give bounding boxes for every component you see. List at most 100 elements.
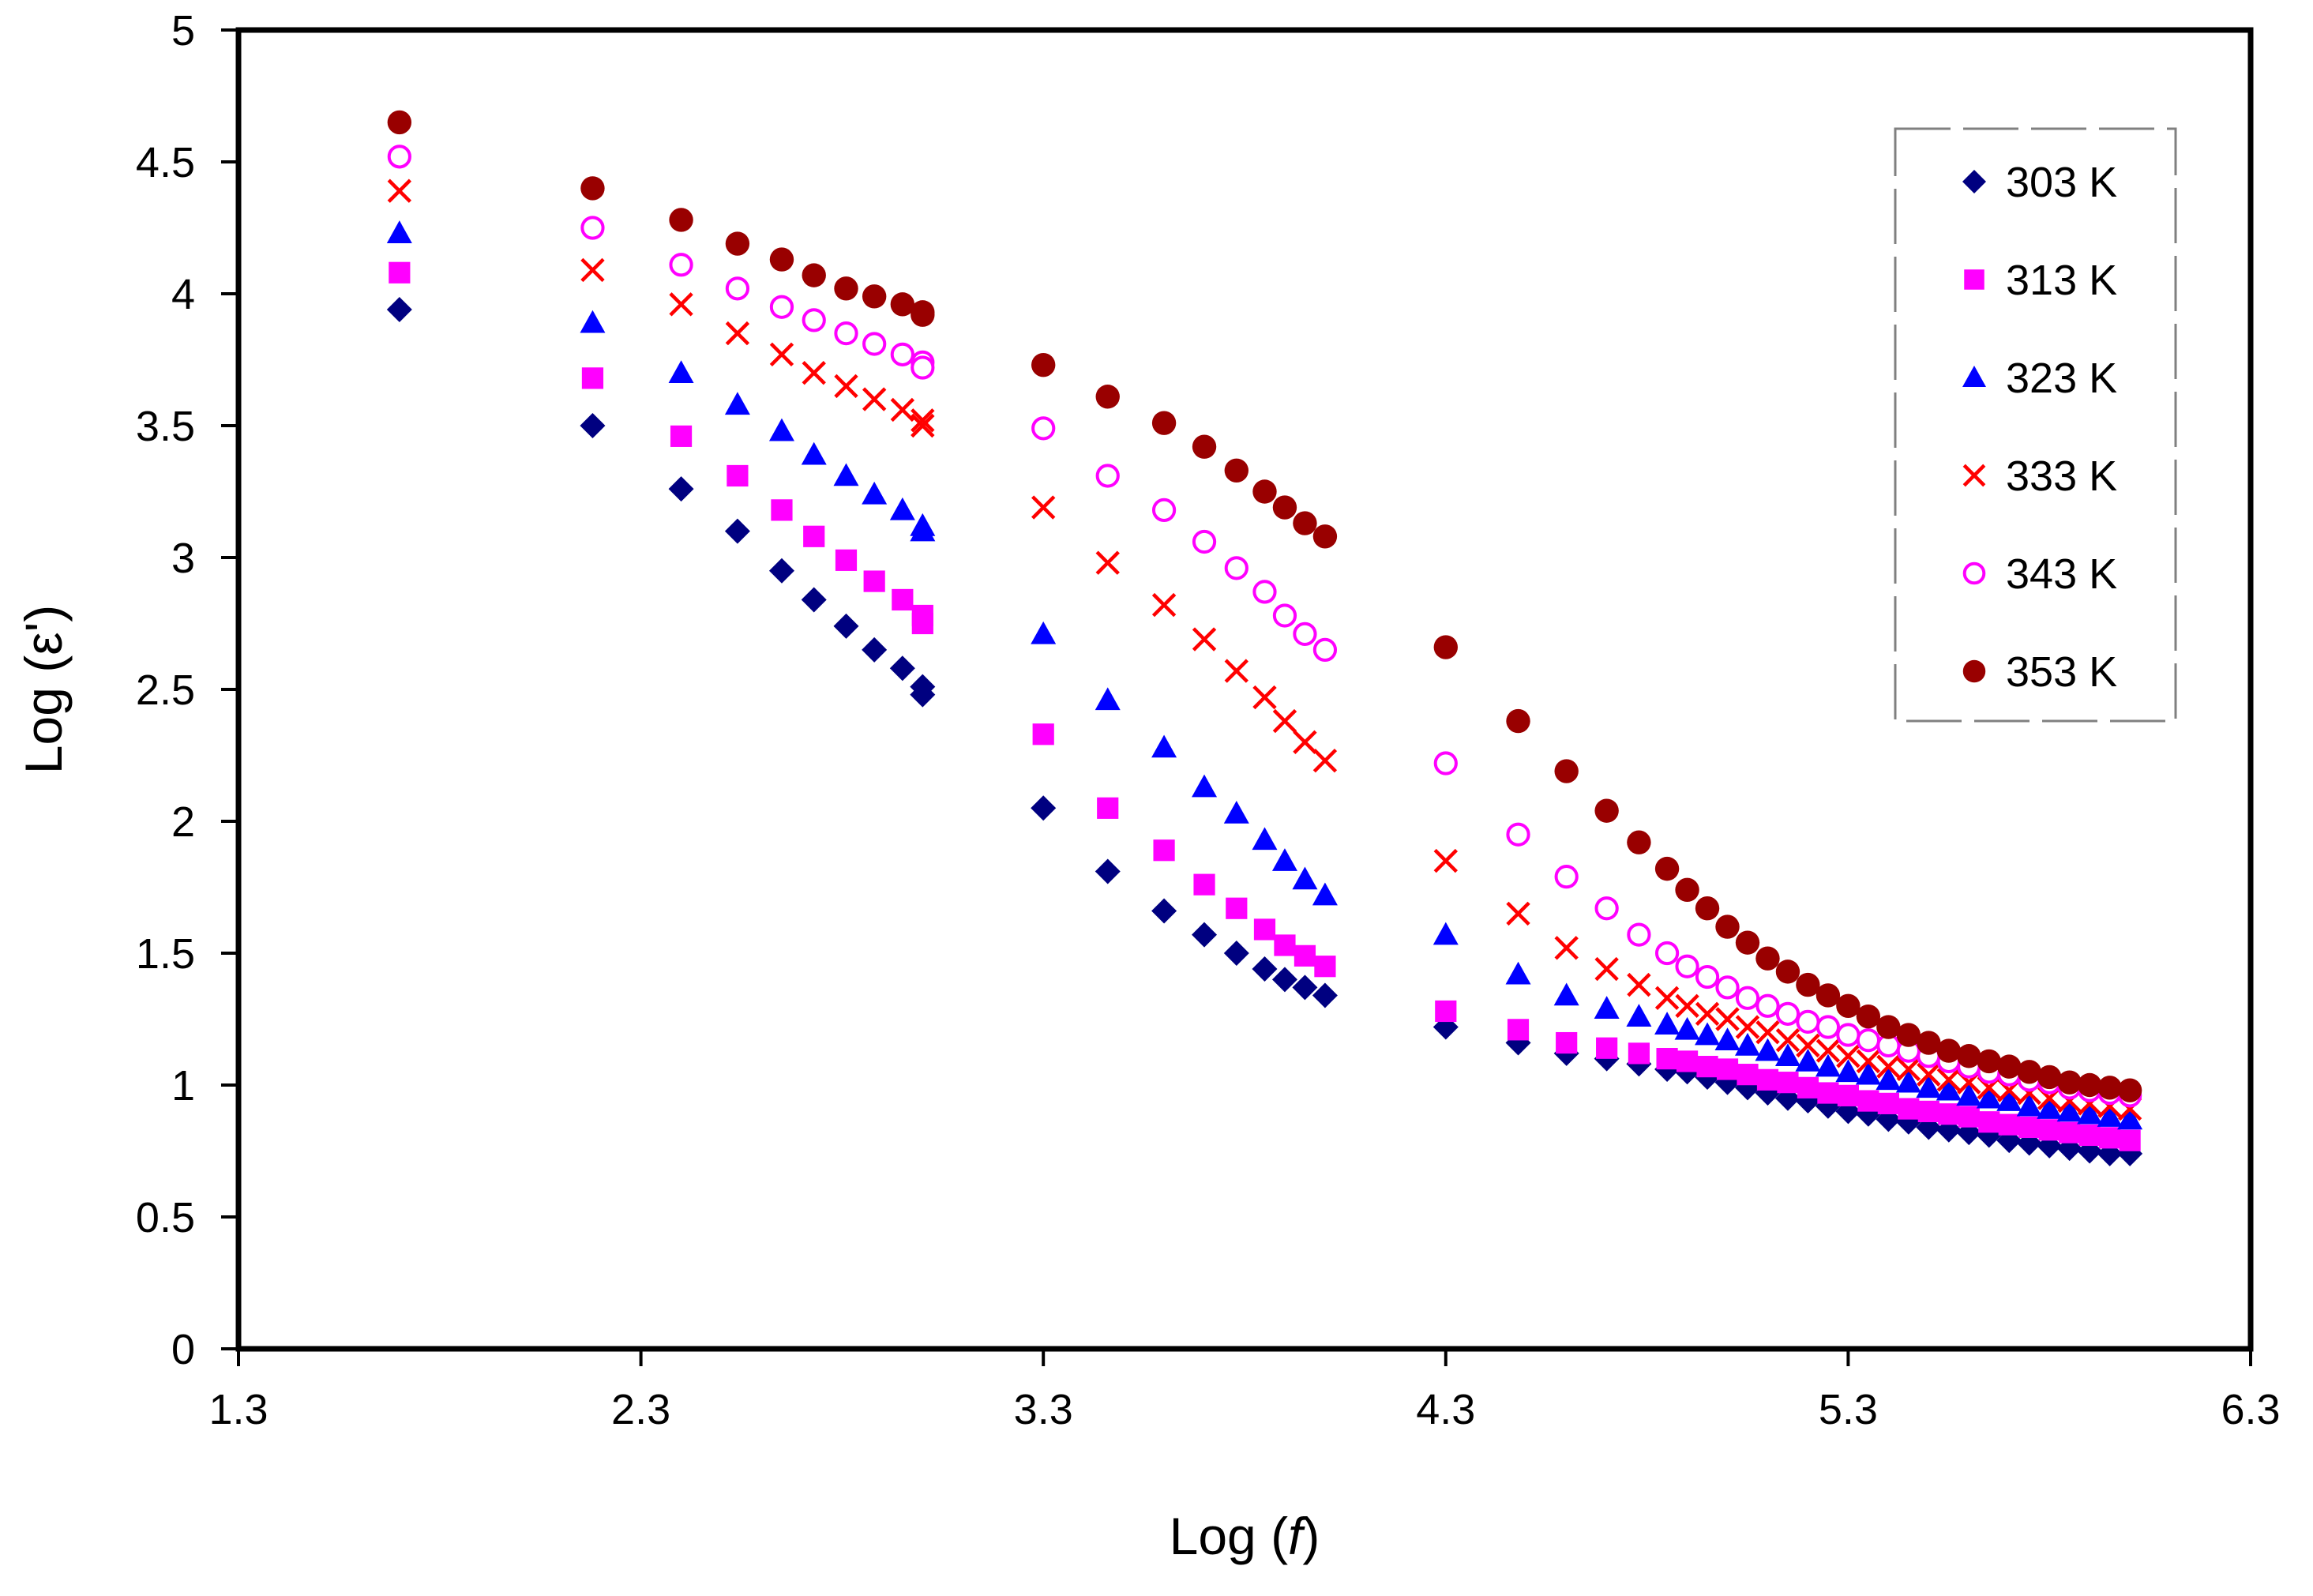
data-point: [1977, 1049, 2001, 1074]
data-point: [1917, 1100, 1939, 1122]
data-point: [1715, 914, 1740, 939]
data-point: [769, 295, 794, 319]
data-point: [802, 263, 826, 287]
data-point: [1293, 622, 1317, 646]
data-point: [1594, 956, 1619, 982]
data-point: [580, 310, 606, 333]
legend-label: 343 K: [2006, 550, 2117, 598]
x-axis-title: Log (f): [1170, 1507, 1320, 1565]
legend-item: 303 K: [1962, 159, 2117, 206]
data-point: [725, 276, 750, 301]
y-tick-label: 1.5: [136, 930, 195, 978]
data-point: [769, 247, 794, 272]
data-point: [1777, 1072, 1799, 1094]
y-tick-label: 4.5: [136, 139, 195, 186]
data-point: [1877, 1092, 1899, 1114]
x-tick-label: 2.3: [611, 1386, 670, 1433]
legend-item: 353 K: [1962, 648, 2117, 696]
data-point: [1856, 1049, 1881, 1074]
data-point: [1506, 822, 1530, 847]
data-point: [1715, 975, 1740, 1000]
data-point: [890, 397, 915, 422]
data-point: [1896, 1023, 1921, 1047]
data-point: [1998, 1113, 2020, 1136]
data-point: [1192, 434, 1217, 459]
data-point: [1857, 1090, 1879, 1112]
data-point: [386, 220, 412, 243]
data-point: [1855, 1061, 1881, 1085]
data-point: [1292, 866, 1318, 890]
data-point: [801, 441, 827, 465]
data-point: [1876, 1015, 1901, 1039]
data-point: [1627, 830, 1651, 854]
data-point: [1312, 637, 1338, 663]
data-point: [889, 655, 915, 682]
data-point: [1435, 1000, 1457, 1023]
data-point: [1958, 1106, 1980, 1128]
data-point: [1554, 865, 1579, 889]
data-point: [2059, 1121, 2081, 1143]
legend-marker: [1962, 464, 1986, 487]
data-point: [1695, 1022, 1721, 1046]
data-point: [1795, 1048, 1821, 1072]
data-point: [802, 361, 826, 385]
data-point: [802, 308, 826, 332]
data-point: [1735, 1015, 1760, 1039]
data-point: [1433, 848, 1458, 873]
legend-marker: [1962, 170, 1986, 193]
data-point: [1271, 967, 1297, 993]
data-point: [1594, 798, 1619, 823]
data-point: [2018, 1116, 2041, 1139]
data-point: [1696, 1056, 1718, 1078]
data-point: [1253, 918, 1276, 941]
data-point: [911, 413, 935, 438]
legend-label: 313 K: [2006, 257, 2117, 304]
data-point: [387, 145, 411, 169]
data-point: [1916, 1075, 1942, 1098]
data-point: [724, 392, 750, 415]
data-point: [1815, 983, 1841, 1008]
data-point: [1775, 1028, 1800, 1053]
data-point: [863, 570, 885, 592]
data-point: [1223, 800, 1249, 824]
data-point: [1192, 627, 1217, 652]
data-point: [1293, 511, 1317, 535]
data-point: [1835, 1059, 1861, 1083]
data-point: [1095, 385, 1120, 409]
data-point: [1223, 941, 1249, 966]
data-point: [1293, 730, 1317, 754]
data-point: [1735, 986, 1760, 1010]
data-point: [1716, 1058, 1739, 1080]
data-point: [771, 499, 793, 521]
data-point: [1917, 1031, 1941, 1055]
data-point: [890, 292, 915, 317]
data-point: [1628, 1042, 1650, 1065]
data-point: [1432, 922, 1459, 945]
data-point: [1836, 993, 1861, 1019]
data-point: [2119, 1129, 2141, 1151]
data-point: [1898, 1098, 1920, 1120]
data-point: [892, 588, 914, 611]
x-tick-label: 1.3: [208, 1386, 268, 1433]
data-point: [1936, 1077, 1962, 1101]
data-point: [1654, 941, 1680, 966]
data-point: [1755, 993, 1780, 1018]
data-point: [1836, 1044, 1861, 1068]
data-point: [580, 216, 605, 240]
data-point: [1252, 685, 1277, 710]
data-point: [724, 518, 750, 544]
data-point: [1695, 1001, 1720, 1027]
data-point: [580, 257, 605, 283]
data-point: [1775, 1001, 1800, 1026]
legend-label: 333 K: [2006, 453, 2117, 500]
data-point: [2117, 1078, 2142, 1102]
data-point: [1226, 897, 1248, 919]
data-point: [1554, 936, 1579, 960]
data-point: [1507, 1019, 1530, 1041]
y-axis: 0 0.5 1 1.5 2 2.5 3 3.5 4 4.5 5: [136, 7, 238, 1373]
data-point: [1856, 1028, 1880, 1053]
legend-box: [1894, 127, 2177, 723]
legend-marker: [1962, 561, 1986, 585]
data-point: [580, 176, 605, 201]
data-point: [1815, 1038, 1841, 1063]
